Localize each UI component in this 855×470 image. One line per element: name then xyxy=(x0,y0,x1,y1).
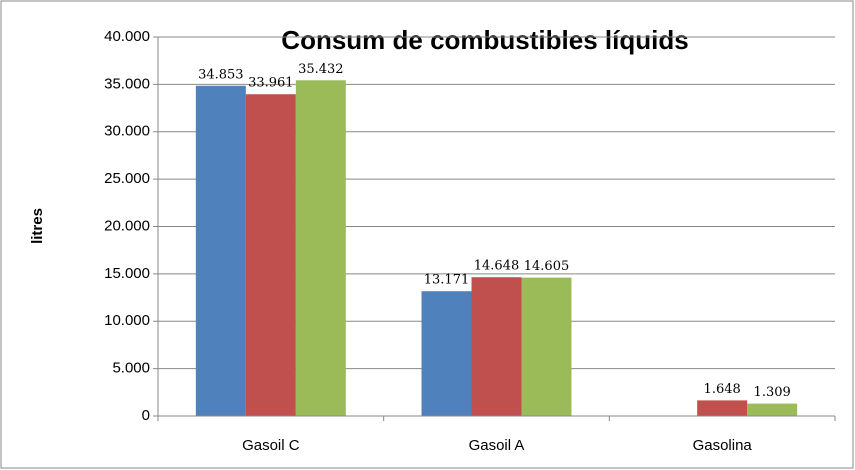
data-label: 35.432 xyxy=(298,62,344,77)
data-label: 1.309 xyxy=(754,385,791,400)
data-label: 33.961 xyxy=(248,76,294,91)
y-axis-label: litres xyxy=(29,208,46,244)
y-tick-label: 15.000 xyxy=(104,265,150,282)
data-label: 13.171 xyxy=(424,273,470,288)
y-tick-label: 0 xyxy=(142,407,150,424)
bar xyxy=(195,85,246,416)
data-label: 1.648 xyxy=(704,382,741,397)
bar xyxy=(245,94,296,416)
data-label: 14.648 xyxy=(474,259,520,274)
y-tick-label: 25.000 xyxy=(104,170,150,187)
y-tick-label: 35.000 xyxy=(104,75,150,92)
y-tick-label: 20.000 xyxy=(104,217,150,234)
bar xyxy=(421,291,472,416)
x-tick-label: Gasoil C xyxy=(242,437,300,454)
bar xyxy=(697,400,748,416)
y-tick-label: 5.000 xyxy=(112,360,150,377)
x-tick-label: Gasolina xyxy=(693,437,753,454)
bar xyxy=(471,277,522,416)
chart-title: Consum de combustibles líquids xyxy=(281,25,688,55)
y-tick-label: 10.000 xyxy=(104,312,150,329)
x-tick-label: Gasoil A xyxy=(469,437,525,454)
bar xyxy=(295,80,346,416)
y-tick-label: 30.000 xyxy=(104,123,150,140)
data-label: 14.605 xyxy=(524,259,570,274)
bar xyxy=(521,277,572,416)
bar xyxy=(747,403,798,416)
y-tick-label: 40.000 xyxy=(104,28,150,45)
data-label: 34.853 xyxy=(198,67,244,82)
